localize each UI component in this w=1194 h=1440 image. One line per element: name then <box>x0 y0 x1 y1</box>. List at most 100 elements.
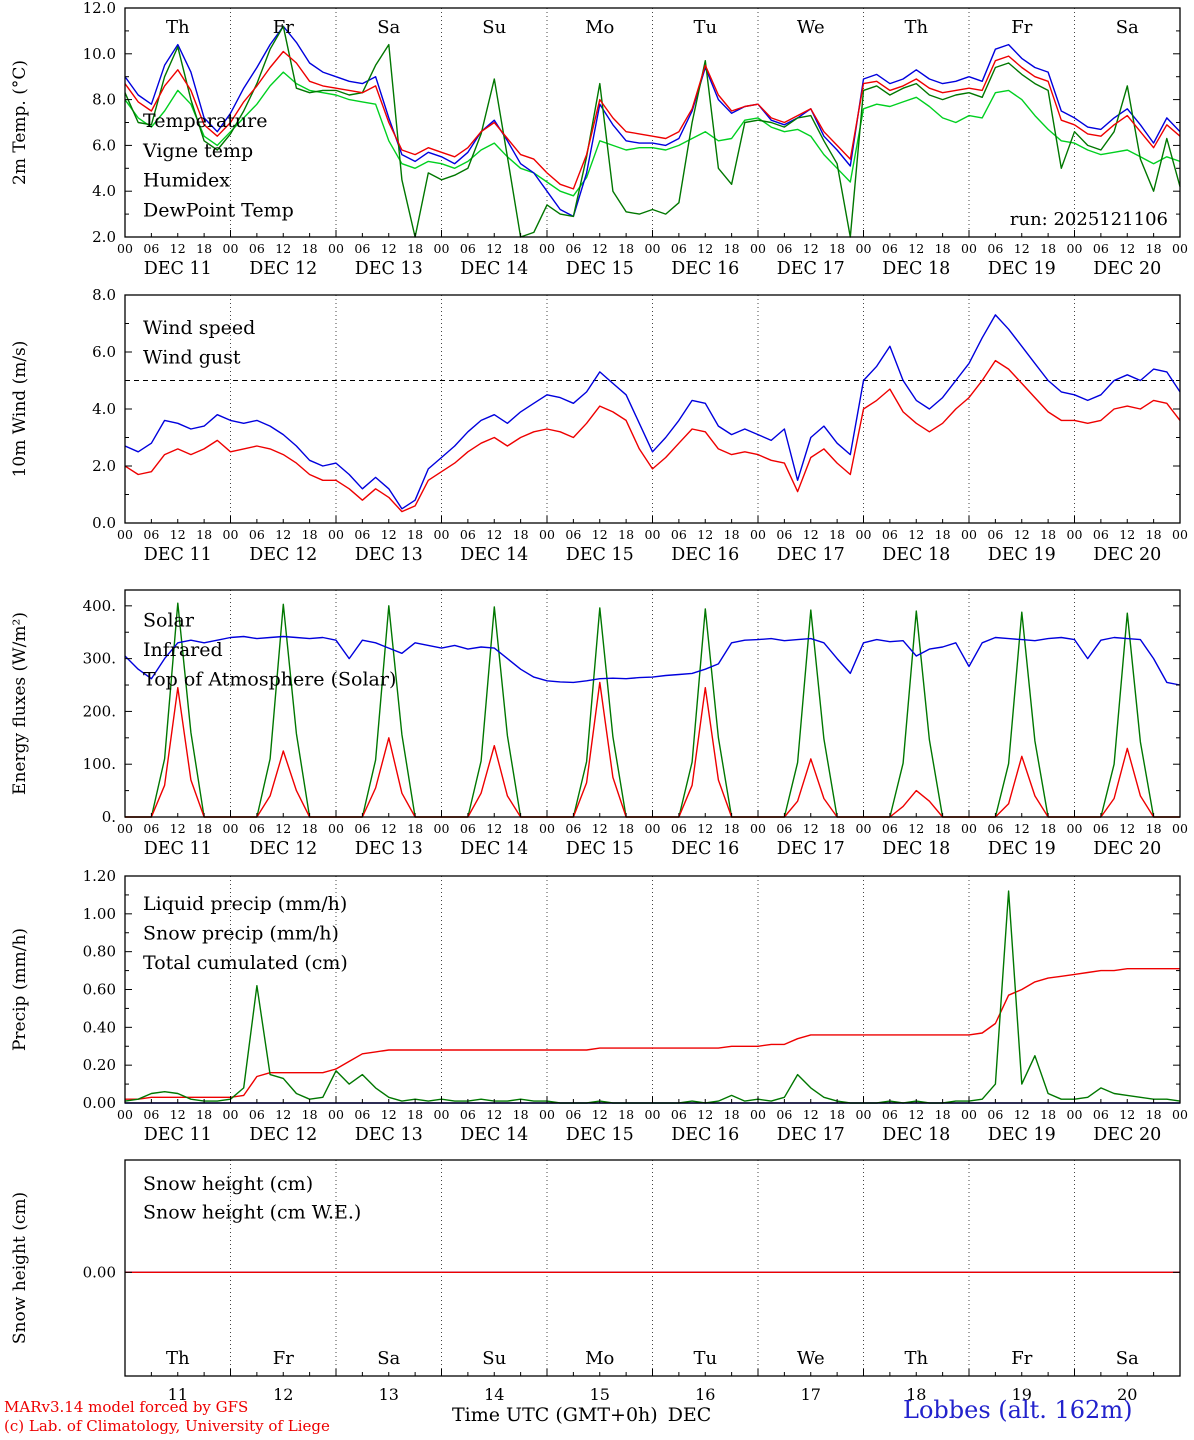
x-tick-label: 06 <box>354 241 370 256</box>
x-tick-label: 06 <box>565 821 581 836</box>
date-label: DEC 11 <box>144 839 212 859</box>
x-tick-label: 18 <box>302 821 318 836</box>
y-tick-label: 4.0 <box>92 400 116 418</box>
x-tick-label: 12 <box>1014 527 1030 542</box>
weekday-label: Sa <box>377 1348 400 1369</box>
x-tick-label: 06 <box>460 527 476 542</box>
series-dewpoint-temp <box>124 71 1181 197</box>
x-tick-label: 18 <box>935 241 951 256</box>
weekday-label: Th <box>166 1348 190 1369</box>
x-tick-label: 12 <box>381 241 397 256</box>
series-wind-gust <box>124 314 1181 510</box>
x-tick-label: 00 <box>117 241 133 256</box>
x-tick-label: 06 <box>671 241 687 256</box>
date-label: DEC 17 <box>777 259 845 279</box>
x-tick-label: 12 <box>275 1107 291 1122</box>
x-tick-label: 12 <box>592 1107 608 1122</box>
x-tick-label: 18 <box>513 821 529 836</box>
x-tick-label: 18 <box>935 527 951 542</box>
x-tick-label: 18 <box>1040 1107 1056 1122</box>
x-axis-title: Time UTC (GMT+0h) DEC <box>452 1404 711 1426</box>
date-label: DEC 13 <box>355 259 423 279</box>
x-tick-label: 00 <box>223 821 239 836</box>
weekday-label: Fr <box>1011 17 1032 38</box>
weekday-label: Tu <box>693 1348 717 1369</box>
weekday-label: Fr <box>1011 1348 1032 1369</box>
x-tick-label: 06 <box>565 1107 581 1122</box>
x-tick-label: 00 <box>434 527 450 542</box>
date-label: DEC 19 <box>988 839 1056 859</box>
date-label: DEC 18 <box>882 839 950 859</box>
x-tick-label: 00 <box>856 1107 872 1122</box>
y-tick-label: 2.0 <box>92 457 116 475</box>
x-tick-label: 18 <box>829 241 845 256</box>
date-label: DEC 14 <box>460 259 528 279</box>
y-tick-label: 0.00 <box>83 1094 116 1112</box>
y-tick-label: 400. <box>83 597 116 615</box>
x-tick-label: 18 <box>407 527 423 542</box>
date-label: DEC 17 <box>777 545 845 565</box>
x-tick-label: 18 <box>196 527 212 542</box>
model-credit-line2: (c) Lab. of Climatology, University of L… <box>4 1417 330 1435</box>
legend-total-cumulated: Total cumulated (cm) <box>143 952 348 974</box>
y-tick-label: 0. <box>102 808 116 826</box>
x-tick-label: 18 <box>407 241 423 256</box>
x-tick-label: 00 <box>645 1107 661 1122</box>
x-tick-label: 06 <box>460 241 476 256</box>
weekday-label: We <box>797 1348 825 1369</box>
weekday-label: Sa <box>1116 17 1139 38</box>
model-credit: MARv3.14 model forced by GFS (c) Lab. of… <box>4 1398 330 1436</box>
legend-solar: Solar <box>143 609 195 631</box>
panel-wind: 0.0 2.0 4.0 6.0 8.0 00 06 12 18 00 06 12 18 00 06 12 18 0… <box>10 286 1188 565</box>
day-number-label: 15 <box>590 1385 610 1404</box>
weekday-label: We <box>797 17 825 38</box>
x-tick-label: 12 <box>697 1107 713 1122</box>
x-tick-label: 12 <box>908 1107 924 1122</box>
x-tick-label: 06 <box>1093 241 1109 256</box>
date-label: DEC 12 <box>249 545 317 565</box>
x-tick-label: 06 <box>671 527 687 542</box>
series-total-cumulated <box>125 968 1180 1100</box>
date-label: DEC 20 <box>1093 839 1161 859</box>
date-label: DEC 16 <box>671 1125 739 1145</box>
x-tick-label: 00 <box>645 527 661 542</box>
series-wind-speed <box>124 359 1181 513</box>
y-tick-label: 0.40 <box>83 1018 116 1036</box>
x-tick-label: 12 <box>486 241 502 256</box>
x-tick-label: 00 <box>223 527 239 542</box>
y-tick-label: 6.0 <box>92 343 116 361</box>
date-label: DEC 11 <box>144 1125 212 1145</box>
day-number-label: 17 <box>801 1385 821 1404</box>
x-tick-label: 00 <box>750 1107 766 1122</box>
x-tick-label: 18 <box>407 1107 423 1122</box>
series-humidex <box>124 25 1181 218</box>
date-label: DEC 12 <box>249 1125 317 1145</box>
x-tick-label: 18 <box>724 527 740 542</box>
date-label: DEC 20 <box>1093 259 1161 279</box>
x-tick-label: 00 <box>539 821 555 836</box>
x-tick-label: 12 <box>170 527 186 542</box>
x-tick-label: 06 <box>882 1107 898 1122</box>
x-tick-label: 00 <box>856 821 872 836</box>
y-tick-label: 0.80 <box>83 943 116 961</box>
x-tick-label: 12 <box>170 241 186 256</box>
day-number-label: 12 <box>273 1385 293 1404</box>
date-label: DEC 11 <box>144 259 212 279</box>
weekday-label: Su <box>482 17 506 38</box>
station-label: Lobbes (alt. 162m) <box>903 1396 1133 1424</box>
weekday-label: Th <box>904 17 928 38</box>
x-tick-label: 12 <box>170 821 186 836</box>
x-tick-label: 18 <box>829 1107 845 1122</box>
x-tick-label: 06 <box>354 1107 370 1122</box>
x-tick-label: 18 <box>196 241 212 256</box>
y-axis-title: Snow height (cm) <box>10 1192 30 1344</box>
x-tick-label: 06 <box>882 821 898 836</box>
x-tick-label: 18 <box>513 527 529 542</box>
x-tick-label: 00 <box>539 527 555 542</box>
date-label: DEC 15 <box>566 259 634 279</box>
x-tick-label: 00 <box>961 1107 977 1122</box>
x-tick-label: 06 <box>987 821 1003 836</box>
date-label: DEC 17 <box>777 839 845 859</box>
model-credit-line1: MARv3.14 model forced by GFS <box>4 1398 249 1416</box>
